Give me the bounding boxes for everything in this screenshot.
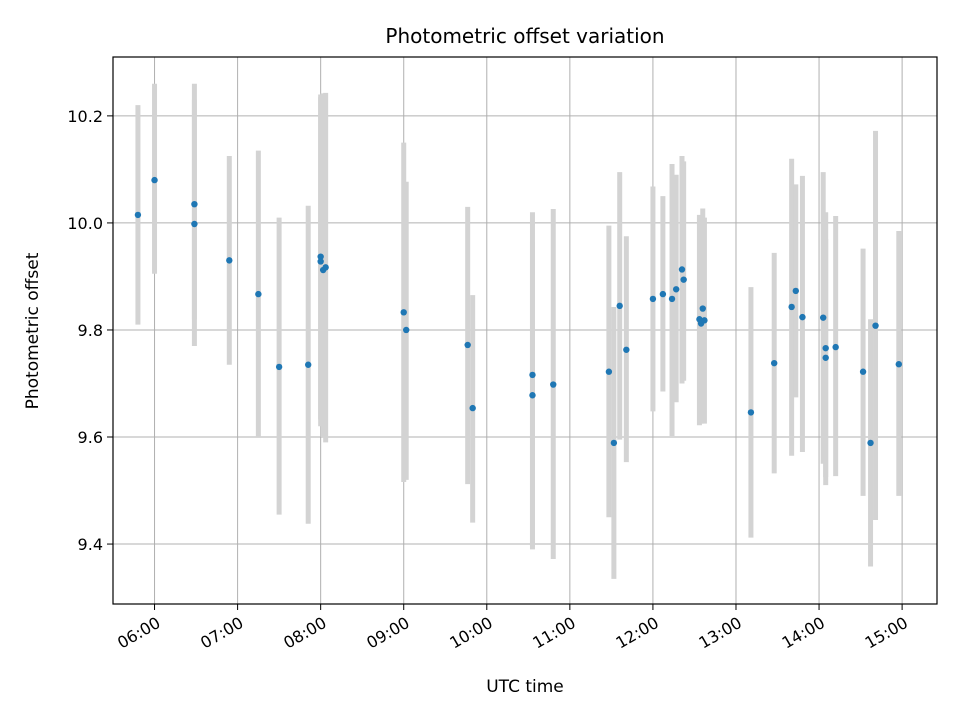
data-point [317,253,324,260]
data-point [680,276,687,283]
x-axis-label: UTC time [486,677,564,697]
data-point [322,264,329,271]
chart-title: Photometric offset variation [385,24,664,48]
data-point [747,409,755,416]
data-point [403,326,410,334]
data-point [872,322,879,329]
data-point [605,368,613,375]
y-axis-label: Photometric offset [23,252,43,409]
data-point [610,439,618,447]
data-point [659,290,667,298]
plot-frame [112,56,938,605]
data-point [191,200,198,208]
data-point [867,439,874,447]
data-point [859,368,867,375]
data-point [400,309,407,316]
data-point [255,290,262,298]
data-point [134,211,142,219]
data-point [616,302,623,310]
data-point [672,286,680,293]
data-point [317,258,324,265]
data-point [649,295,657,303]
data-point [788,303,795,311]
data-point [701,317,708,324]
data-point [678,266,686,273]
data-point [464,341,471,349]
y-tick-label: 10.0 [67,214,103,233]
point-layer [134,176,902,447]
data-point [305,361,312,368]
data-point [792,287,799,295]
data-point [820,314,827,321]
data-point [668,295,676,303]
data-point [151,176,158,184]
data-point [832,343,839,351]
data-point [529,392,536,399]
data-point [799,313,806,321]
y-tick-label: 9.4 [78,535,103,554]
data-point [623,346,630,353]
y-tick-label: 10.2 [67,107,103,126]
data-point [469,404,476,412]
grid-layer [113,57,937,604]
data-point [226,257,233,264]
data-point [529,371,536,379]
data-point [895,361,902,368]
data-point [191,220,198,228]
y-axis-ticks: 9.4 9.6 9.8 10.0 10.2 [67,107,113,554]
data-point [275,363,283,371]
y-tick-label: 9.6 [78,428,103,447]
y-tick-label: 9.8 [78,321,103,340]
data-point [550,381,557,388]
data-point [699,305,706,312]
data-point [822,354,829,361]
data-point [822,344,829,352]
data-point [770,359,778,367]
